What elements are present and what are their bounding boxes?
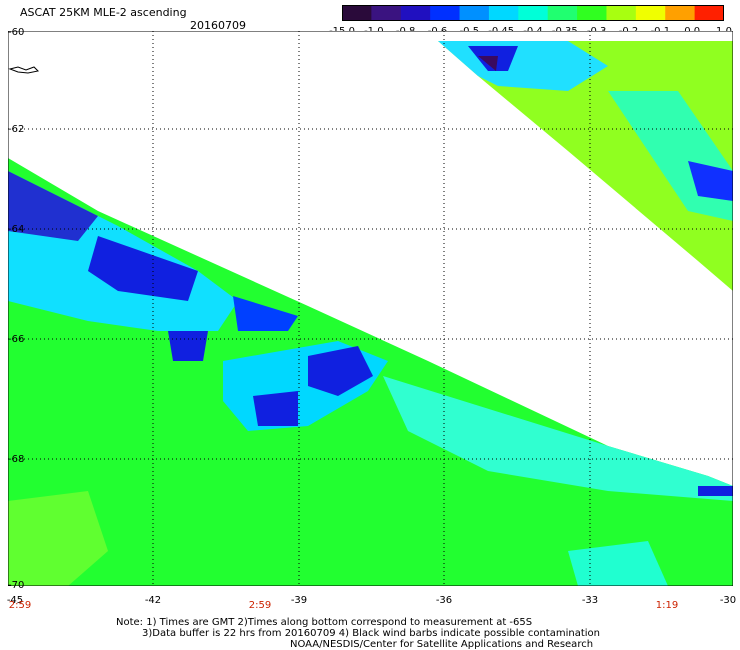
lat-label: -64: [8, 224, 25, 235]
colorbar-swatch: [459, 5, 490, 21]
lat-label: -70: [8, 580, 25, 591]
map-title: ASCAT 25KM MLE-2 ascending: [20, 6, 187, 19]
map-date: 20160709: [190, 19, 246, 32]
gridlines: [8, 31, 733, 586]
coastline: [8, 66, 40, 74]
lon-label: -30: [719, 595, 737, 606]
colorbar-swatch: [430, 5, 461, 21]
time-label: 2:59: [8, 600, 32, 611]
lat-label: -60: [8, 27, 25, 38]
colorbar-frame: [342, 5, 724, 21]
lat-label: -68: [8, 454, 25, 465]
colorbar-swatch: [488, 5, 519, 21]
colorbar-swatch: [547, 5, 578, 21]
wind-features: [8, 41, 733, 586]
colorbar-swatch: [400, 5, 431, 21]
colorbar-swatch: [371, 5, 402, 21]
time-label: 1:19: [655, 600, 679, 611]
time-label: 2:59: [248, 600, 272, 611]
colorbar-swatch: [665, 5, 696, 21]
lon-label: -39: [290, 595, 308, 606]
lon-label: -33: [581, 595, 599, 606]
colorbar: [342, 5, 724, 21]
note-line-1: Note: 1) Times are GMT 2)Times along bot…: [116, 617, 533, 628]
colorbar-swatch: [635, 5, 666, 21]
colorbar-swatch: [518, 5, 549, 21]
lon-label: -45: [6, 595, 24, 606]
note-line-2: 3)Data buffer is 22 hrs from 20160709 4)…: [142, 628, 600, 639]
lon-label: -36: [435, 595, 453, 606]
colorbar-swatch: [342, 5, 372, 21]
lon-label: -42: [144, 595, 162, 606]
note-line-3: NOAA/NESDIS/Center for Satellite Applica…: [290, 639, 594, 650]
colorbar-swatch: [606, 5, 637, 21]
lat-label: -62: [8, 124, 25, 135]
colorbar-swatch: [577, 5, 607, 21]
map-plot-area: [8, 31, 733, 586]
colorbar-swatch: [694, 5, 724, 21]
lat-label: -66: [8, 334, 25, 345]
